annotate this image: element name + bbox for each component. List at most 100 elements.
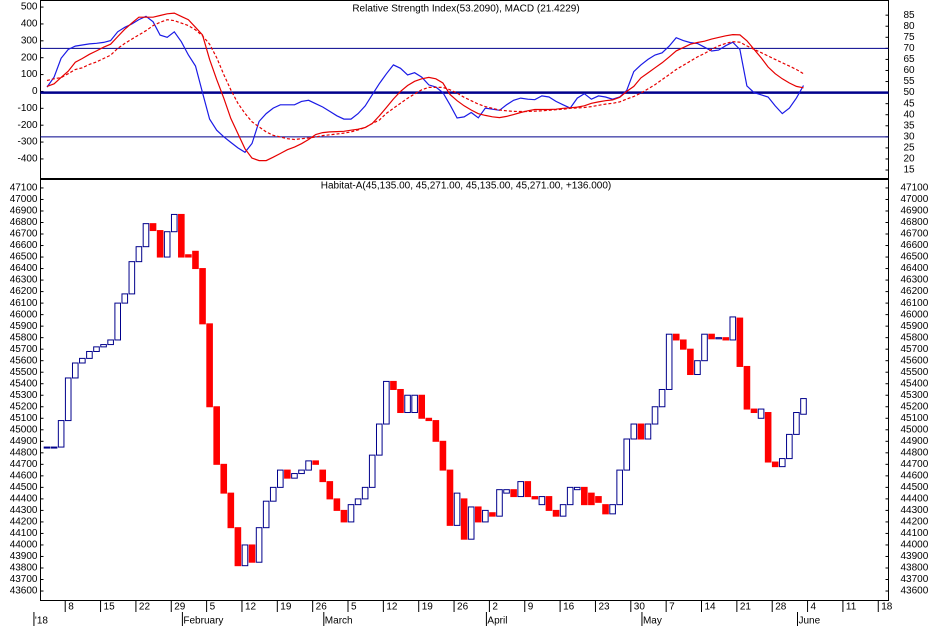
y-tick-label: 45200 <box>10 401 38 412</box>
y-tick-label: 44300 <box>10 505 38 516</box>
candle-body <box>170 213 178 233</box>
x-tick-label: 4 <box>811 602 817 613</box>
candle-body <box>552 509 560 517</box>
candle-body <box>79 357 86 364</box>
candle-body <box>319 469 327 483</box>
x-tick-label: 11 <box>846 602 857 613</box>
y2-tick-label: 43900 <box>901 551 929 562</box>
y-tick-label: 47100 <box>10 183 38 194</box>
y2-tick-label: 50 <box>904 87 916 98</box>
y2-tick-label: 46300 <box>901 275 929 286</box>
y2-tick-label: 46500 <box>901 252 929 263</box>
y2-tick-label: 46400 <box>901 263 929 274</box>
candle-body <box>778 458 786 468</box>
y2-tick-label: 25 <box>904 143 916 154</box>
candle-body <box>404 394 411 414</box>
y-tick-label: 44000 <box>10 540 38 551</box>
y-tick-label: -400 <box>17 154 37 165</box>
candle-body <box>722 337 730 341</box>
y-tick-label: 44600 <box>10 470 38 481</box>
y-tick-label: -300 <box>17 137 37 148</box>
y-tick-label: 300 <box>21 35 38 46</box>
candle-body <box>786 433 793 460</box>
month-label: February <box>183 616 223 626</box>
candle-body <box>142 223 150 248</box>
y2-tick-label: 46800 <box>901 217 929 228</box>
y-tick-label: 45800 <box>10 332 38 343</box>
candle-body <box>192 250 199 270</box>
x-tick-label: 23 <box>598 602 610 613</box>
y-tick-label: 43800 <box>10 563 38 574</box>
y-tick-label: 46200 <box>10 286 38 297</box>
y2-tick-label: 44500 <box>901 482 929 493</box>
bottom-panel-frame <box>40 179 889 601</box>
month-label: April <box>487 616 507 626</box>
candle-body <box>694 360 701 376</box>
y2-tick-label: 44000 <box>901 540 929 551</box>
candle-body <box>241 544 249 567</box>
candle-body <box>277 469 284 488</box>
y-tick-label: 46400 <box>10 263 38 274</box>
candle-body <box>672 333 680 341</box>
candle-body <box>305 460 312 471</box>
candle-body <box>482 509 489 523</box>
y2-tick-label: 44200 <box>901 517 929 528</box>
candle-body <box>347 504 355 523</box>
y2-tick-label: 47100 <box>901 183 929 194</box>
y-tick-label: 46300 <box>10 275 38 286</box>
y-tick-label: 45500 <box>10 367 38 378</box>
candle-body <box>439 440 447 471</box>
candle-body <box>291 473 298 479</box>
candle-body <box>135 246 143 263</box>
candle-body <box>333 498 341 511</box>
candle-body <box>418 394 426 419</box>
candle-body <box>736 317 744 367</box>
y-tick-label: 43700 <box>10 574 38 585</box>
candle-body <box>467 506 475 540</box>
candle-body <box>729 316 737 341</box>
candle-body <box>715 337 722 340</box>
y2-tick-label: 46900 <box>901 206 929 217</box>
y2-tick-label: 80 <box>904 21 916 32</box>
candle-body <box>425 417 433 422</box>
candle-body <box>298 469 305 475</box>
candle-body <box>156 230 164 258</box>
y-tick-label: 46900 <box>10 206 38 217</box>
candle-body <box>708 333 715 340</box>
x-tick-label: 12 <box>245 602 257 613</box>
candle-body <box>757 408 765 419</box>
candle-body <box>255 527 263 563</box>
candle-body <box>566 486 574 506</box>
y2-tick-label: 45600 <box>901 355 929 366</box>
y-tick-label: 44200 <box>10 517 38 528</box>
y-tick-label: 45000 <box>10 424 38 435</box>
candle-body <box>86 350 93 359</box>
y-tick-label: 47000 <box>10 194 38 205</box>
month-label: '18 <box>35 616 48 626</box>
y2-tick-label: 45500 <box>901 367 929 378</box>
candle-body <box>651 406 659 425</box>
indicator-line <box>46 12 804 162</box>
candle-body <box>361 486 369 500</box>
y2-tick-label: 45200 <box>901 401 929 412</box>
candle-body <box>460 498 468 540</box>
x-tick-label: 18 <box>881 602 893 613</box>
candle-body <box>390 380 397 390</box>
y-tick-label: 44800 <box>10 447 38 458</box>
y2-tick-label: 46600 <box>901 240 929 251</box>
candle-body <box>538 496 546 506</box>
y-tick-label: 46000 <box>10 309 38 320</box>
y2-tick-label: 44300 <box>901 505 929 516</box>
month-label: May <box>643 616 662 626</box>
candle-body <box>531 496 539 500</box>
candle-body <box>227 492 235 529</box>
candle-body <box>793 412 800 435</box>
y2-tick-label: 45 <box>904 98 916 109</box>
y2-tick-label: 45000 <box>901 424 929 435</box>
y-tick-label: 46500 <box>10 252 38 263</box>
y2-tick-label: 45100 <box>901 413 929 424</box>
y2-tick-label: 35 <box>904 120 916 131</box>
candle-body <box>687 348 694 376</box>
candle-body <box>581 486 588 506</box>
